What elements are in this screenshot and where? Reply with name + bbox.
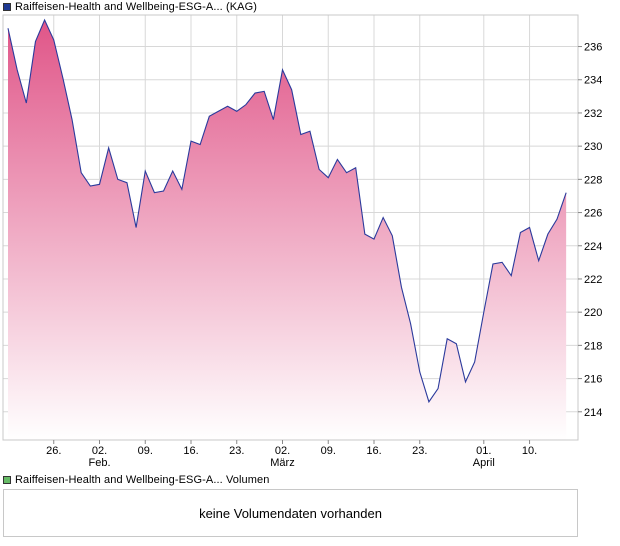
- price-line: [7, 18, 567, 404]
- x-month-label: März: [270, 457, 294, 469]
- x-tick-label: 16.: [183, 445, 198, 457]
- plot-frame: [2, 14, 579, 441]
- x-tick-label: 09.: [138, 445, 153, 457]
- y-tick-label: 228: [584, 174, 602, 186]
- y-tick-label: 218: [584, 340, 602, 352]
- price-legend-label: Raiffeisen-Health and Wellbeing-ESG-A...…: [15, 1, 258, 13]
- y-tick-label: 234: [584, 75, 602, 87]
- y-tick-label: 216: [584, 374, 602, 386]
- x-tick-label: 01.: [476, 445, 491, 457]
- y-tick-label: 226: [584, 208, 602, 220]
- x-month-label: Feb.: [88, 457, 110, 469]
- price-chart: 214 216 218 220 222 224 226 228 230 232 234 236 26.…: [2, 14, 602, 469]
- y-tick-label: 224: [584, 241, 602, 253]
- y-tick-label: 230: [584, 141, 602, 153]
- volume-legend: Raiffeisen-Health and Wellbeing-ESG-A...…: [3, 473, 269, 487]
- x-tick-label: 10.: [522, 445, 537, 457]
- x-tick-label: 26.: [46, 445, 61, 457]
- volume-legend-label: Raiffeisen-Health and Wellbeing-ESG-A...…: [15, 474, 270, 486]
- x-tick-label: 02.: [92, 445, 107, 457]
- y-tick-label: 214: [584, 407, 602, 419]
- y-tick-label: 236: [584, 42, 602, 54]
- x-tick-label: 23.: [229, 445, 244, 457]
- y-axis: 214 216 218 220 222 224 226 228 230 232 234 236: [578, 42, 602, 419]
- no-volume-message: keine Volumendaten vorhanden: [199, 505, 382, 521]
- y-tick-label: 220: [584, 307, 602, 319]
- volume-legend-swatch: [3, 476, 11, 484]
- x-tick-label: 02.: [275, 445, 290, 457]
- y-tick-label: 222: [584, 274, 602, 286]
- y-tick-label: 232: [584, 108, 602, 120]
- x-month-label: April: [473, 457, 495, 469]
- volume-panel: keine Volumendaten vorhanden: [3, 489, 578, 537]
- price-legend-swatch: [3, 3, 11, 11]
- price-legend: Raiffeisen-Health and Wellbeing-ESG-A...…: [3, 0, 257, 14]
- price-area: [8, 19, 567, 440]
- x-tick-label: 09.: [321, 445, 336, 457]
- x-tick-label: 23.: [412, 445, 427, 457]
- x-tick-label: 16.: [366, 445, 381, 457]
